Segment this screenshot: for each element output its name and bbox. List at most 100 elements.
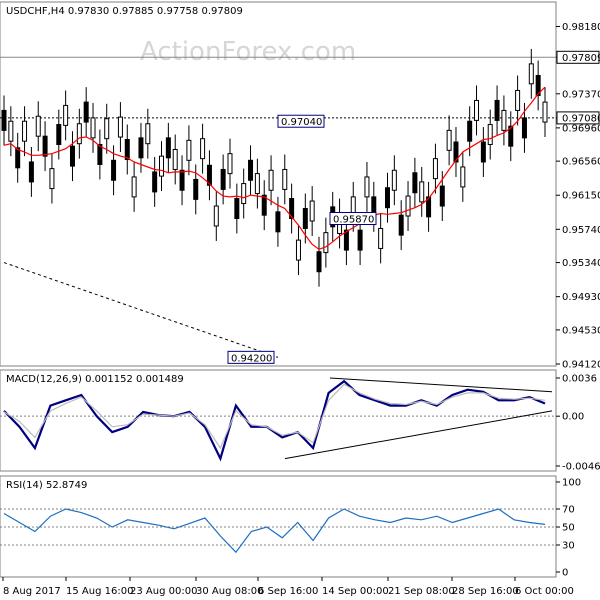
candle-body [165, 137, 171, 159]
candle-body [268, 169, 274, 191]
candle-body [172, 148, 178, 170]
candle-body [254, 173, 260, 195]
price-tick-label: 0.98180 [562, 22, 600, 33]
macd-tick-label: -0.004696 [562, 462, 600, 473]
candle-body [220, 168, 226, 190]
candle-body [104, 118, 110, 140]
macd-title: MACD(12,26,9) 0.001152 0.001489 [6, 374, 184, 385]
macd-series [0, 377, 556, 462]
price-series [0, 48, 556, 358]
candle-body [97, 144, 103, 165]
candle-body [501, 109, 507, 131]
trend-line [3, 262, 279, 358]
rsi-axis: 100 70 50 30 0 [556, 478, 581, 579]
candle-body [282, 168, 288, 190]
price-panel-frame [0, 1, 557, 367]
macd-line [3, 379, 546, 462]
price-annotation-label: 0.94200 [231, 353, 272, 364]
price-annotation-label: 0.97040 [281, 117, 322, 128]
price-tick-label: 0.97370 [562, 89, 600, 100]
candle-body [42, 135, 48, 157]
candle-body [521, 117, 527, 139]
candle-body [124, 139, 130, 160]
price-annotation-box [277, 114, 325, 128]
candle-body [186, 139, 192, 161]
time-tick-label: 30 Aug 08:00 [196, 586, 263, 597]
candle-body [357, 229, 363, 251]
candle-body [446, 129, 452, 151]
candle-body [467, 120, 473, 142]
candle-body [213, 205, 219, 227]
rsi-tick-label: 50 [562, 523, 575, 534]
candle-body [542, 101, 548, 123]
candle-body [8, 120, 14, 142]
candle-body [316, 251, 322, 273]
candle-body [309, 200, 315, 222]
rsi-series [0, 508, 556, 554]
candle-body [227, 153, 233, 175]
candle-body [302, 208, 308, 229]
candle-body [15, 147, 21, 169]
macd-panel-frame [0, 369, 557, 472]
time-tick-label: 8 Aug 2017 [3, 586, 61, 597]
candle-body [90, 117, 96, 139]
rsi-title: RSI(14) 52.8749 [6, 480, 87, 491]
sma-line [3, 86, 546, 250]
macd-trend-upper [329, 377, 553, 393]
macd-trend-lower [284, 410, 553, 460]
candle-body [275, 211, 281, 233]
price-tick-label: 0.94120 [562, 360, 600, 371]
candle-body [193, 178, 199, 200]
candle-body [248, 159, 254, 181]
candle-body [295, 239, 301, 261]
candle-body [111, 159, 117, 181]
candle-body [323, 232, 329, 254]
rsi-tick-label: 70 [562, 505, 575, 516]
candle-body [206, 164, 212, 186]
candle-body [364, 176, 370, 198]
candle-body [69, 145, 75, 167]
candle-body [426, 196, 432, 218]
candle-body [22, 120, 28, 142]
candle-body [138, 137, 144, 159]
symbol-header: USDCHF,H4 0.97830 0.97885 0.97758 0.9780… [6, 6, 243, 17]
candle-body [460, 166, 466, 188]
candle-body [1, 109, 7, 131]
candle-body [261, 194, 267, 216]
candle-body [487, 124, 493, 146]
price-annotation-box [329, 212, 377, 226]
price-tag-box [556, 111, 600, 125]
candle-body [494, 99, 500, 121]
candle-body [28, 161, 34, 183]
candle-body [391, 169, 397, 191]
candle-body [474, 99, 480, 121]
price-tick-label: 0.96150 [562, 191, 600, 202]
time-tick-label: 23 Aug 00:00 [130, 586, 197, 597]
time-tick-label: 6 Oct 00:00 [515, 586, 574, 597]
candle-body [56, 124, 62, 146]
rsi-line [3, 508, 546, 554]
price-tick-label: 0.94530 [562, 325, 600, 336]
candle-body [63, 104, 69, 126]
price-tick-label: 0.96560 [562, 157, 600, 168]
time-tick-label: 6 Sep 16:00 [258, 586, 318, 597]
candle-body [528, 63, 534, 85]
rsi-tick-label: 0 [562, 568, 568, 579]
candle-body [535, 75, 541, 96]
watermark: ActionForex.com [140, 37, 356, 67]
candle-body [35, 115, 41, 137]
candle-body [480, 141, 486, 163]
time-tick-label: 14 Sep 00:00 [322, 586, 389, 597]
candle-body [83, 101, 89, 123]
candle-body [179, 169, 185, 191]
candle-body [508, 125, 514, 147]
price-annotations: 0.97040 0.95870 0.94200 [227, 114, 377, 364]
price-tag-box [556, 50, 600, 64]
candle-body [412, 172, 418, 194]
price-annotation-box [227, 350, 275, 364]
candle-body [289, 198, 295, 220]
candle-body [453, 141, 459, 163]
